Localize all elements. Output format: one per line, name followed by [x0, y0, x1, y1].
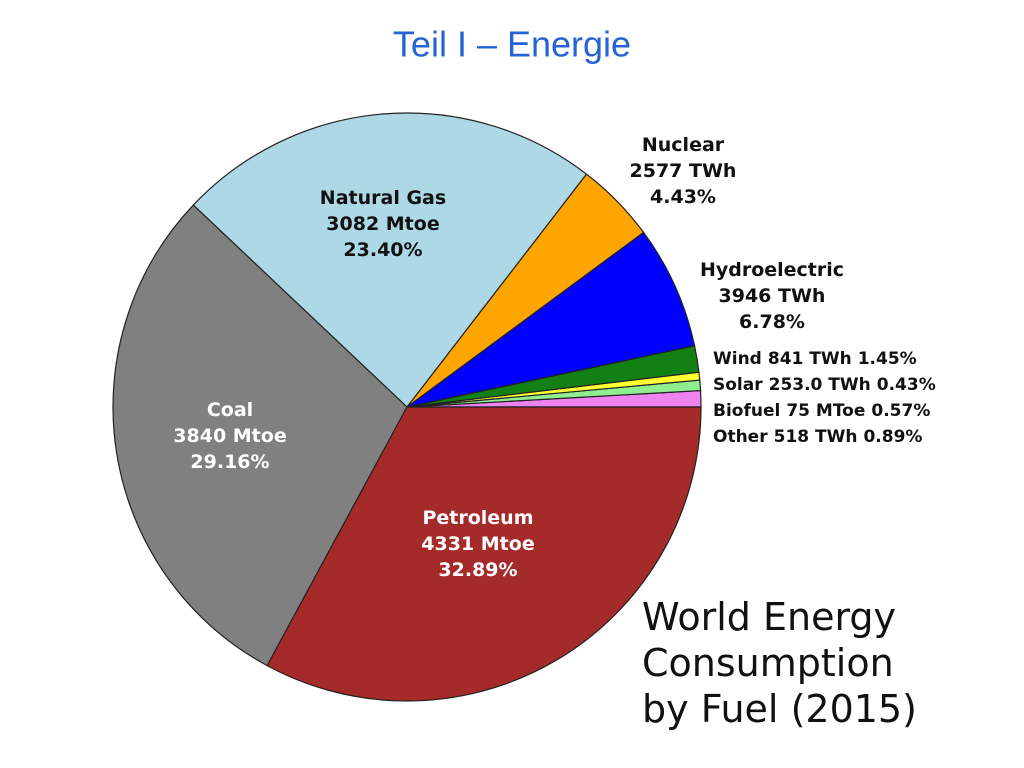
slice-amount: 75 MToe: [786, 401, 865, 421]
slice-percent: 4.43%: [650, 186, 716, 208]
chart-title: World Energy Consumption by Fuel (2015): [642, 595, 917, 731]
slice-label: Nuclear 2577 TWh 4.43%: [630, 134, 737, 208]
chart-title-line: Consumption: [642, 641, 894, 685]
slice-amount: 253.0 TWh: [769, 375, 871, 395]
chart-title-line: World Energy: [642, 595, 896, 639]
slice-label: Other 518 TWh 0.89%: [713, 427, 922, 447]
slice-amount: 3082 Mtoe: [326, 213, 439, 235]
slice-percent: 1.45%: [858, 349, 917, 369]
slice-name: Solar: [713, 375, 763, 395]
slice-percent: 6.78%: [739, 311, 805, 333]
slice-name: Hydroelectric: [700, 259, 844, 281]
slice-label: Wind 841 TWh 1.45%: [713, 349, 917, 369]
pie: [112, 112, 702, 702]
labels: Other 518 TWh 0.89% Biofuel 75 MToe 0.57% Sola…: [173, 134, 935, 581]
slice-percent: 32.89%: [438, 559, 517, 581]
slice-label: Coal 3840 Mtoe 29.16%: [173, 399, 286, 473]
slice-amount: 518 TWh: [774, 427, 858, 447]
pie-slice: [266, 406, 702, 702]
slice-name: Petroleum: [422, 507, 533, 529]
pie-slice: [406, 231, 696, 408]
slice-name: Other: [713, 427, 768, 447]
slice-amount: 2577 TWh: [630, 160, 737, 182]
chart-title-line: by Fuel (2015): [642, 687, 917, 731]
slice-label: Hydroelectric 3946 TWh 6.78%: [700, 259, 844, 333]
slice-name: Natural Gas: [320, 187, 446, 209]
slice-percent: 0.89%: [863, 427, 922, 447]
slice-amount: 841 TWh: [768, 349, 852, 369]
slice-percent: 0.43%: [877, 375, 936, 395]
slice-name: Coal: [207, 399, 253, 421]
slice-amount: 4331 Mtoe: [421, 533, 534, 555]
slice-amount: 3840 Mtoe: [173, 425, 286, 447]
pie-slice: [112, 204, 408, 667]
slice-percent: 29.16%: [190, 451, 269, 473]
slice-label: Petroleum 4331 Mtoe 32.89%: [421, 507, 534, 581]
slice-amount: 3946 TWh: [719, 285, 826, 307]
slice-name: Biofuel: [713, 401, 780, 421]
slice-percent: 0.57%: [871, 401, 930, 421]
slice-label: Biofuel 75 MToe 0.57%: [713, 401, 930, 421]
pie-slice: [192, 112, 588, 408]
slice-name: Nuclear: [642, 134, 725, 156]
slice-percent: 23.40%: [343, 239, 422, 261]
slice-name: Wind: [713, 349, 762, 369]
slice-label: Natural Gas 3082 Mtoe 23.40%: [320, 187, 446, 261]
slide-title: Teil I – Energie: [393, 24, 631, 65]
slice-label: Solar 253.0 TWh 0.43%: [713, 375, 936, 395]
